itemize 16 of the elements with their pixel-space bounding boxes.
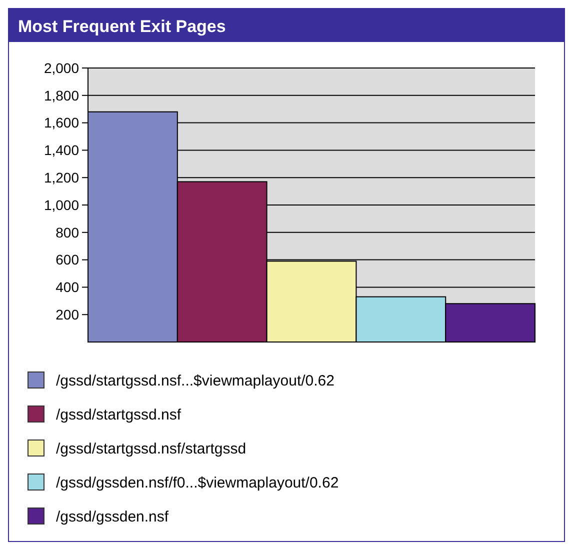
y-tick-label: 1,800 <box>44 87 80 104</box>
legend-label: /gssd/startgssd.nsf/startgssd <box>56 440 246 458</box>
y-tick-label: 600 <box>56 252 80 268</box>
y-tick-label: 2,000 <box>44 60 80 76</box>
y-tick-label: 200 <box>56 306 80 322</box>
y-tick-label: 1,600 <box>44 114 80 131</box>
y-tick-label: 1,200 <box>44 170 80 186</box>
legend-label: /gssd/startgssd.nsf <box>56 406 182 424</box>
y-tick-label: 800 <box>56 224 80 240</box>
chart-title: Most Frequent Exit Pages <box>18 17 226 36</box>
y-tick-label: 400 <box>56 279 80 296</box>
y-tick-label: 1,000 <box>44 196 80 213</box>
legend-label: /gssd/startgssd.nsf...$viewmaplayout/0.62 <box>56 372 334 390</box>
legend-label: /gssd/gssden.nsf/f0...$viewmaplayout/0.62 <box>56 474 339 492</box>
y-tick-label: 1,400 <box>44 142 80 158</box>
legend-label: /gssd/gssden.nsf <box>56 508 170 526</box>
